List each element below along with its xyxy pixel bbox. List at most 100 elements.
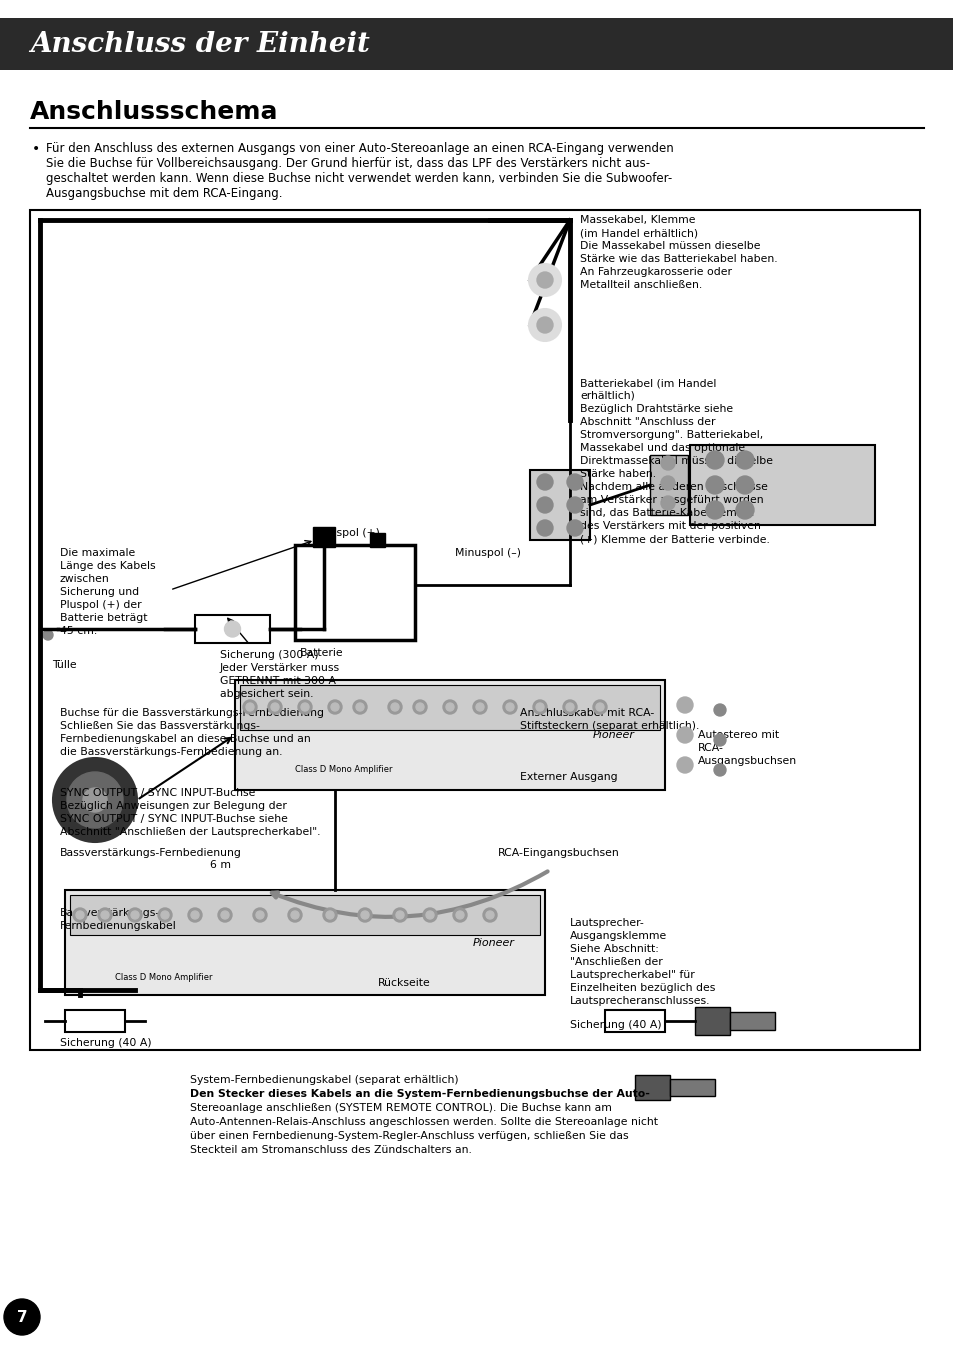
Circle shape	[268, 701, 282, 714]
Text: •: •	[32, 142, 40, 156]
Text: Anschluss der Einheit: Anschluss der Einheit	[30, 31, 370, 57]
Text: 6 m: 6 m	[210, 860, 231, 870]
Circle shape	[76, 911, 84, 919]
Text: Lautsprecherkabel" für: Lautsprecherkabel" für	[569, 970, 694, 980]
Text: 45 cm.: 45 cm.	[60, 626, 97, 635]
Circle shape	[328, 701, 341, 714]
Text: Den Stecker dieses Kabels an die System-Fernbedienungsbuchse der Auto-: Den Stecker dieses Kabels an die System-…	[190, 1089, 649, 1099]
Text: Länge des Kabels: Länge des Kabels	[60, 561, 155, 570]
Circle shape	[529, 309, 560, 341]
Circle shape	[353, 701, 367, 714]
Text: Massekabel, Klemme: Massekabel, Klemme	[579, 215, 695, 225]
Circle shape	[161, 911, 169, 919]
Circle shape	[101, 911, 109, 919]
Text: abgesichert sein.: abgesichert sein.	[220, 688, 314, 699]
Circle shape	[537, 520, 553, 537]
Circle shape	[67, 772, 123, 828]
Circle shape	[473, 701, 486, 714]
Bar	[313, 527, 335, 547]
Circle shape	[4, 1299, 40, 1335]
Circle shape	[224, 621, 240, 637]
Circle shape	[705, 451, 723, 469]
Text: Die maximale: Die maximale	[60, 547, 135, 558]
Circle shape	[476, 703, 483, 711]
Bar	[370, 533, 385, 547]
Text: Pioneer: Pioneer	[593, 730, 635, 740]
Circle shape	[188, 908, 202, 921]
Circle shape	[705, 476, 723, 495]
Text: geschaltet werden kann. Wenn diese Buchse nicht verwendet werden kann, verbinden: geschaltet werden kann. Wenn diese Buchs…	[46, 172, 672, 186]
Text: Stiftsteckern (separat erhältlich).: Stiftsteckern (separat erhältlich).	[519, 721, 699, 730]
Circle shape	[453, 908, 467, 921]
Circle shape	[533, 701, 546, 714]
Circle shape	[713, 734, 725, 747]
Circle shape	[566, 520, 582, 537]
Circle shape	[482, 908, 497, 921]
Circle shape	[485, 911, 494, 919]
Bar	[65, 890, 544, 995]
Bar	[604, 1009, 664, 1033]
Circle shape	[705, 501, 723, 519]
Text: "Anschließen der: "Anschließen der	[569, 957, 662, 967]
Text: Fernbedienungskabel: Fernbedienungskabel	[60, 921, 176, 931]
Text: Stromversorgung". Batteriekabel,: Stromversorgung". Batteriekabel,	[579, 430, 762, 440]
Circle shape	[246, 703, 253, 711]
Text: Steckteil am Stromanschluss des Zündschalters an.: Steckteil am Stromanschluss des Zündscha…	[190, 1145, 472, 1154]
Text: Einzelheiten bezüglich des: Einzelheiten bezüglich des	[569, 982, 715, 993]
Circle shape	[323, 908, 336, 921]
Circle shape	[301, 703, 309, 711]
Text: Nachdem alle anderen Anschlüsse: Nachdem alle anderen Anschlüsse	[579, 482, 767, 492]
Circle shape	[98, 908, 112, 921]
Circle shape	[566, 474, 582, 491]
Circle shape	[255, 911, 264, 919]
Text: Stereoanlage anschließen (SYSTEM REMOTE CONTROL). Die Buchse kann am: Stereoanlage anschließen (SYSTEM REMOTE …	[190, 1103, 611, 1112]
Circle shape	[735, 476, 753, 495]
Circle shape	[677, 696, 692, 713]
Text: Tülle: Tülle	[52, 660, 76, 669]
Circle shape	[83, 789, 107, 812]
Circle shape	[660, 457, 675, 470]
Circle shape	[596, 703, 603, 711]
Bar	[689, 444, 874, 524]
Circle shape	[243, 701, 256, 714]
Circle shape	[395, 911, 403, 919]
Text: Bassverstärkungs-: Bassverstärkungs-	[60, 908, 160, 917]
Text: Jeder Verstärker muss: Jeder Verstärker muss	[220, 663, 340, 673]
Circle shape	[537, 474, 553, 491]
Text: Pluspol (+) der: Pluspol (+) der	[60, 600, 141, 610]
Circle shape	[677, 757, 692, 772]
Text: Buchse für die Bassverstärkungs-Fernbedienung: Buchse für die Bassverstärkungs-Fernbedi…	[60, 709, 324, 718]
Circle shape	[131, 911, 139, 919]
Circle shape	[253, 908, 267, 921]
Text: Lautsprecher-: Lautsprecher-	[569, 917, 644, 928]
Circle shape	[391, 703, 398, 711]
Text: Fernbedienungskabel an diese Buchse und an: Fernbedienungskabel an diese Buchse und …	[60, 734, 311, 744]
Text: Minuspol (–): Minuspol (–)	[455, 547, 520, 558]
Text: Massekabel und das optionale: Massekabel und das optionale	[579, 443, 744, 453]
Text: Für den Anschluss des externen Ausgangs von einer Auto-Stereoanlage an einen RCA: Für den Anschluss des externen Ausgangs …	[46, 142, 673, 154]
Bar	[30, 210, 919, 1050]
Circle shape	[562, 701, 577, 714]
Circle shape	[416, 703, 423, 711]
Bar	[530, 470, 589, 541]
Circle shape	[422, 908, 436, 921]
Bar	[0, 18, 953, 70]
Text: Sicherung (300 A): Sicherung (300 A)	[220, 650, 318, 660]
Circle shape	[660, 496, 675, 509]
Circle shape	[677, 728, 692, 743]
Circle shape	[355, 703, 364, 711]
Circle shape	[326, 911, 334, 919]
Circle shape	[357, 908, 372, 921]
Text: Sie die Buchse für Vollbereichsausgang. Der Grund hierfür ist, dass das LPF des : Sie die Buchse für Vollbereichsausgang. …	[46, 157, 649, 169]
Text: Pioneer: Pioneer	[473, 938, 515, 947]
Circle shape	[360, 911, 369, 919]
Circle shape	[191, 911, 199, 919]
Text: GETRENNT mit 300 A: GETRENNT mit 300 A	[220, 676, 335, 686]
Text: SYNC OUTPUT / SYNC INPUT-Buchse: SYNC OUTPUT / SYNC INPUT-Buchse	[60, 789, 255, 798]
Text: Ausgangsklemme: Ausgangsklemme	[569, 931, 666, 940]
Text: Bezüglich Drahtstärke siehe: Bezüglich Drahtstärke siehe	[579, 404, 732, 415]
Circle shape	[537, 272, 553, 289]
Circle shape	[413, 701, 427, 714]
Text: Ausgangsbuchse mit dem RCA-Eingang.: Ausgangsbuchse mit dem RCA-Eingang.	[46, 187, 282, 201]
Text: Auto-Antennen-Relais-Anschluss angeschlossen werden. Sollte die Stereoanlage nic: Auto-Antennen-Relais-Anschluss angeschlo…	[190, 1117, 658, 1127]
